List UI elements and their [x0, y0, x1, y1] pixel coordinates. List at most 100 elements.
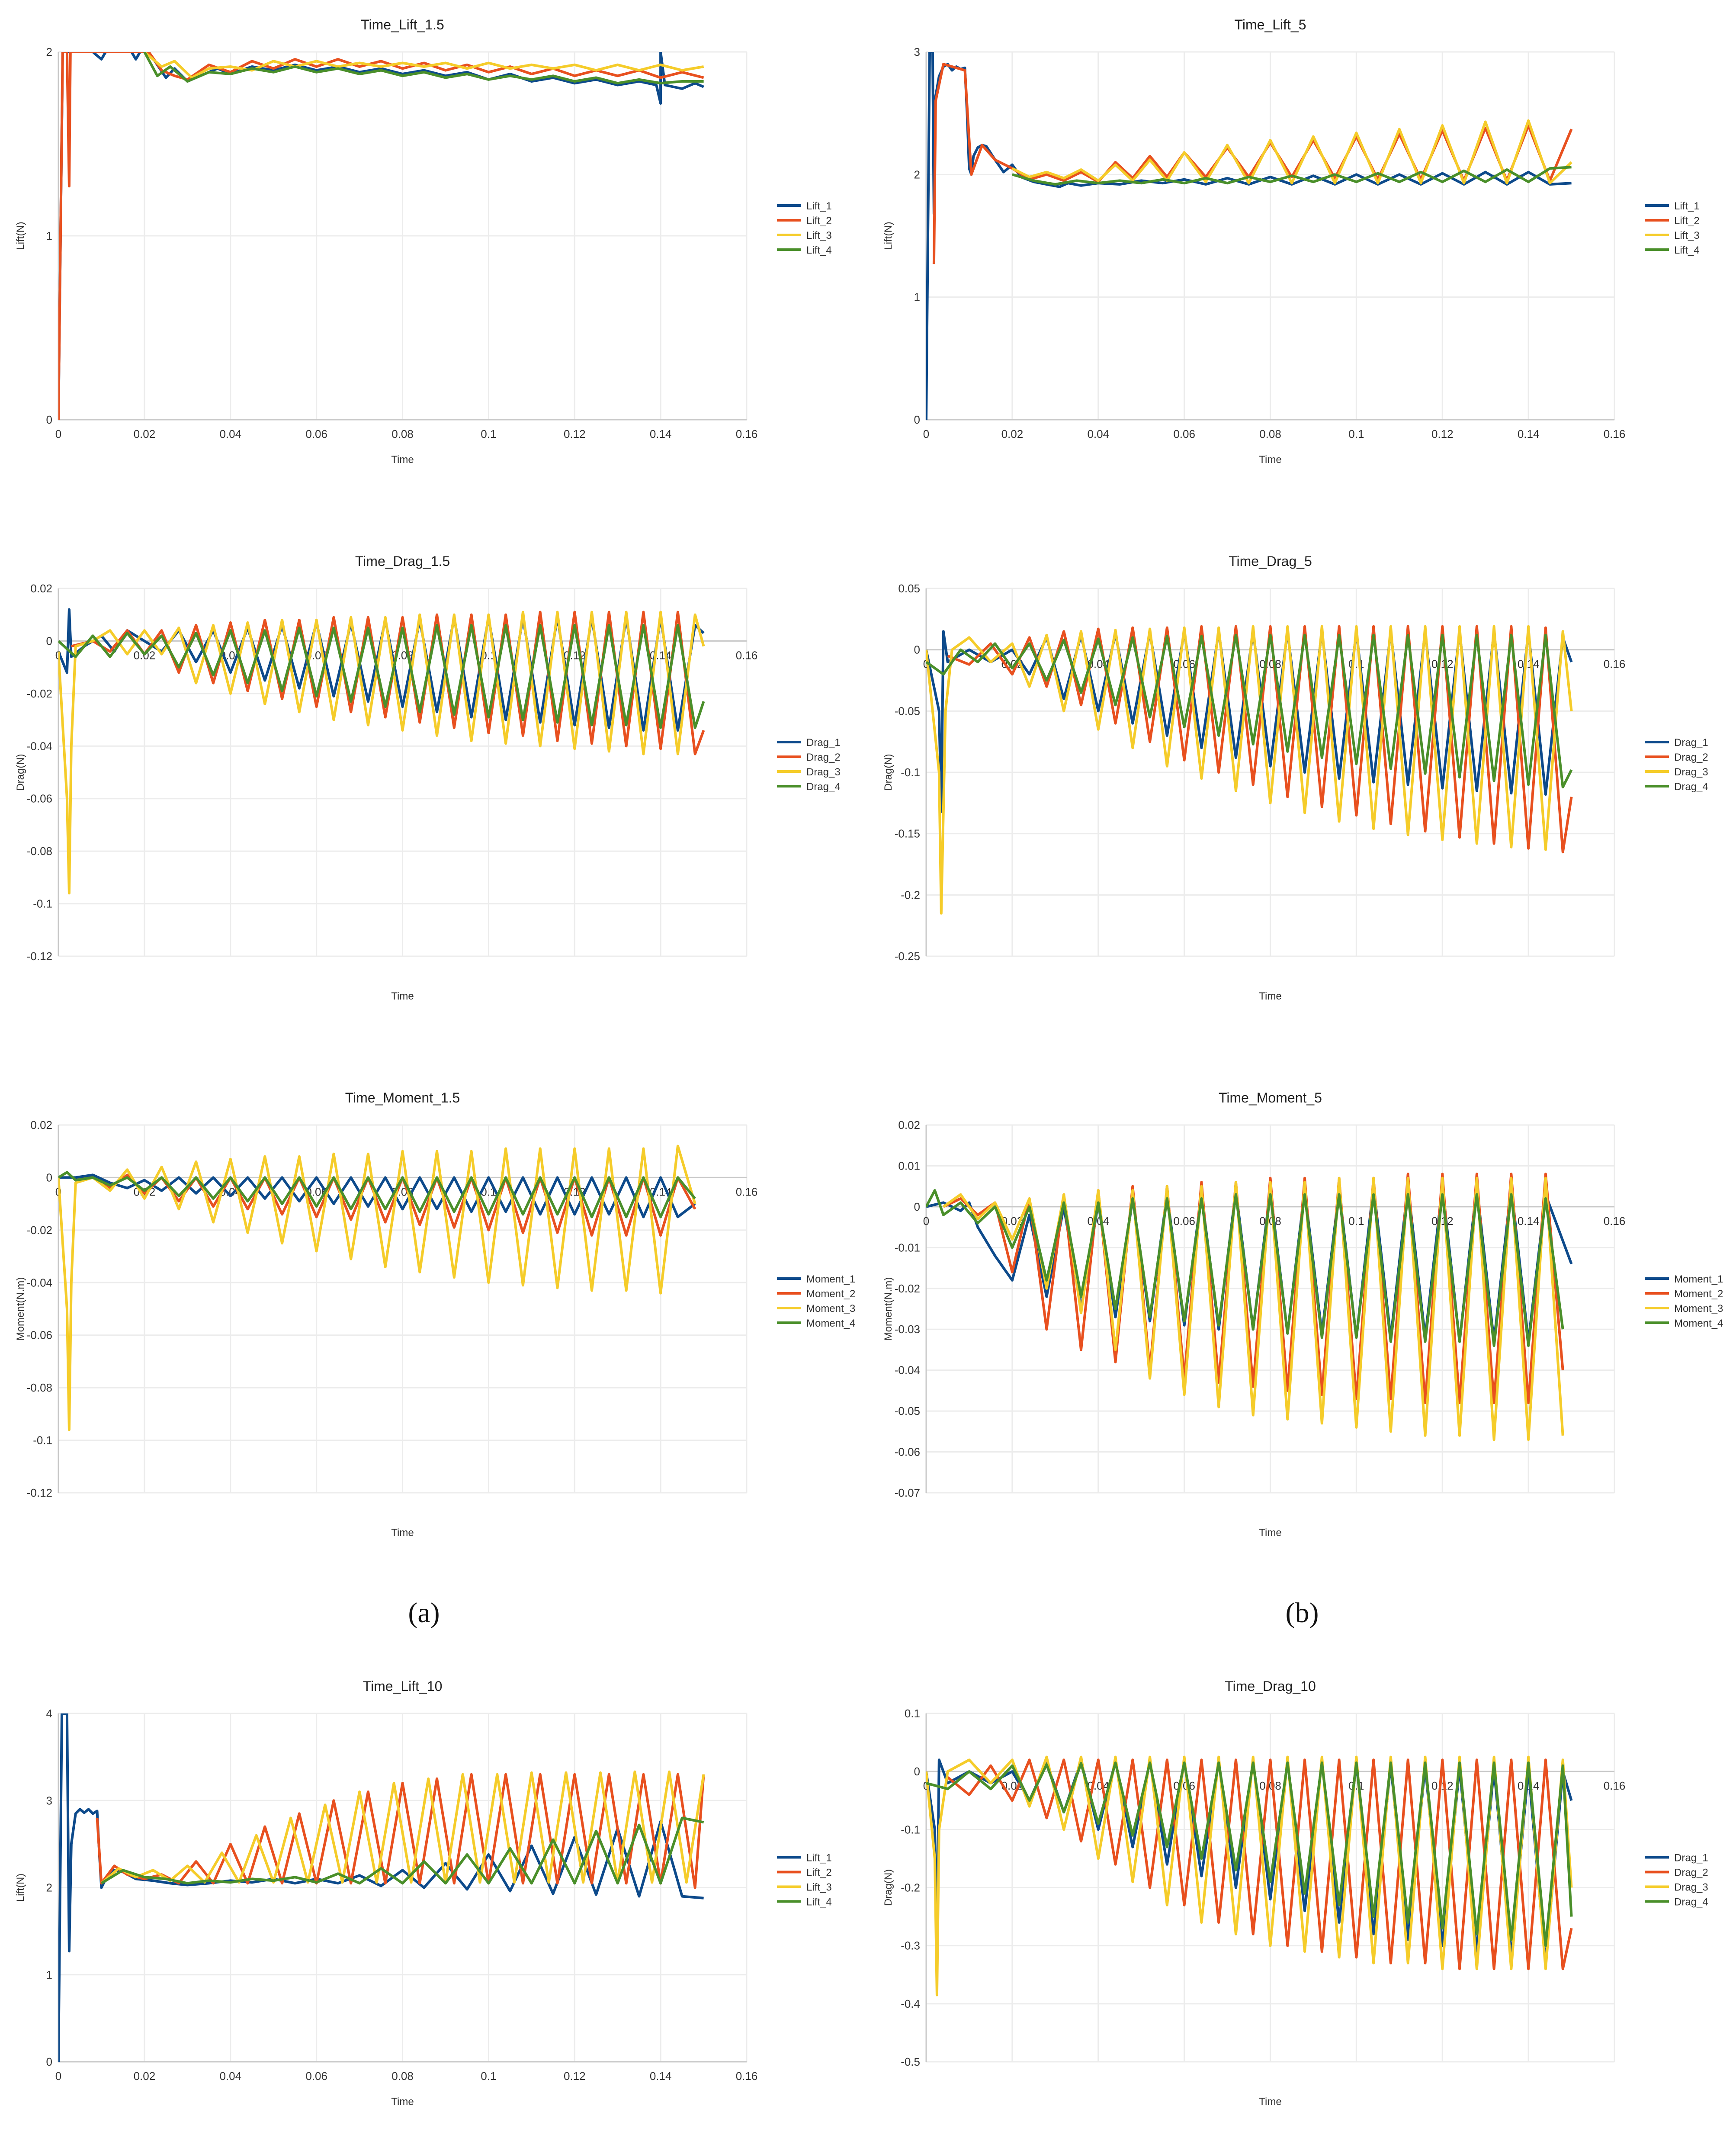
series-line-lift-3: [143, 52, 704, 79]
y-tick-label: -0.02: [27, 687, 52, 700]
chart-title: Time_Drag_10: [1225, 1678, 1316, 1694]
x-tick-label: 0.06: [1173, 658, 1195, 671]
y-axis-title: Drag(N): [882, 754, 894, 791]
chart-title: Time_Drag_5: [1229, 553, 1312, 569]
x-tick-label: 0.16: [736, 1185, 758, 1198]
y-tick-label: -0.25: [895, 950, 920, 963]
x-tick-label: 0.08: [1259, 1779, 1281, 1792]
x-tick-label: 0.02: [134, 2070, 156, 2083]
legend-label: Moment_4: [1674, 1318, 1723, 1329]
legend-label: Lift_2: [1674, 215, 1700, 227]
legend-label: Drag_2: [1674, 752, 1708, 763]
x-tick-label: 0.12: [564, 2070, 586, 2083]
y-tick-label: 0.02: [898, 1119, 920, 1131]
legend-label: Lift_4: [806, 1896, 832, 1908]
y-tick-label: -0.12: [27, 1486, 52, 1499]
x-axis-title: Time: [1259, 1527, 1281, 1539]
x-tick-label: 0.1: [481, 427, 496, 440]
x-tick-label: 0.04: [1087, 427, 1109, 440]
series-line-drag-2: [947, 625, 1573, 854]
y-tick-label: -0.2: [901, 888, 920, 901]
x-tick-label: 0.12: [1431, 1215, 1454, 1228]
x-tick-label: 0.02: [1001, 427, 1024, 440]
y-tick-label: 4: [46, 1707, 52, 1720]
y-tick-label: 1: [46, 1968, 52, 1981]
series-line-lift-4: [1012, 166, 1572, 186]
x-axis-title: Time: [391, 990, 414, 1002]
x-tick-label: 0.16: [736, 2070, 758, 2083]
x-tick-label: 0: [55, 2070, 61, 2083]
legend-label: Drag_3: [806, 766, 841, 778]
legend-label: Drag_4: [1674, 781, 1708, 793]
chart-time-lift-10: 0 1 2 3 4 0 0.02 0.04 0.06 0.08 0.1 0.12 0.14 0.16 Tim…: [15, 1678, 832, 2108]
chart-time-moment-5: -0.07-0.06-0.05-0.04-0.03-0.02-0.0100.01…: [882, 1090, 1723, 1539]
x-tick-label: 0.14: [650, 2070, 672, 2083]
y-axis-title: Lift(N): [882, 222, 894, 250]
y-tick-label: -0.02: [895, 1282, 920, 1295]
legend-label: Moment_3: [1674, 1303, 1723, 1315]
series-line-lift-3: [100, 1770, 705, 1884]
y-tick-label: -0.12: [27, 950, 52, 963]
x-tick-label: 0.08: [1259, 1215, 1281, 1228]
y-tick-label: 0.02: [30, 582, 52, 595]
x-tick-label: 0.06: [305, 427, 327, 440]
chart-title: Time_Moment_1.5: [345, 1090, 460, 1106]
series-line-drag-2: [947, 1758, 1573, 1970]
y-tick-label: -0.06: [895, 1446, 920, 1459]
x-tick-label: 0.12: [1431, 1779, 1454, 1792]
x-tick-label: 0.16: [736, 427, 758, 440]
series-line-drag-4: [58, 624, 705, 729]
y-tick-label: -0.04: [895, 1364, 920, 1377]
y-tick-label: 0: [46, 413, 52, 426]
legend-label: Lift_3: [1674, 230, 1700, 241]
x-tick-label: 0.06: [1173, 1215, 1195, 1228]
x-tick-label: 0.14: [650, 427, 672, 440]
y-tick-label: -0.04: [27, 1276, 52, 1289]
series-line-moment-4: [926, 1189, 1564, 1347]
caption-a: (a): [408, 1597, 440, 1629]
y-tick-label: -0.06: [27, 1329, 52, 1342]
series-line-lift-1: [58, 52, 704, 420]
chart-title: Time_Lift_10: [363, 1678, 443, 1694]
series-line-lift-2: [932, 63, 1573, 264]
y-axis-title: Drag(N): [882, 1869, 894, 1906]
y-tick-label: 0: [46, 2055, 52, 2068]
y-tick-label: -0.03: [895, 1323, 920, 1336]
x-tick-label: 0.16: [1604, 1779, 1626, 1792]
legend-label: Lift_4: [1674, 244, 1700, 256]
x-tick-label: 0: [923, 427, 929, 440]
series-line-moment-4: [58, 1171, 696, 1218]
x-tick-label: 0.12: [564, 427, 586, 440]
x-tick-label: 0.14: [1518, 427, 1540, 440]
chart-time-lift-1-5: 0 1 2 0 0.02 0.04 0.06 0.08 0.1 0.12 0.14 0.16 Time_…: [15, 17, 832, 466]
legend-label: Lift_3: [806, 1882, 832, 1893]
y-tick-label: -0.07: [895, 1486, 920, 1499]
x-tick-label: 0.08: [391, 427, 414, 440]
legend-label: Drag_4: [1674, 1896, 1708, 1908]
legend-label: Lift_1: [806, 1852, 832, 1864]
chart-title: Time_Lift_5: [1235, 17, 1306, 32]
series-line-drag-3: [58, 611, 705, 895]
chart-title: Time_Moment_5: [1219, 1090, 1322, 1106]
x-tick-label: 0.16: [1604, 1215, 1626, 1228]
y-axis-title: Drag(N): [15, 754, 26, 791]
y-tick-label: 0.1: [905, 1707, 920, 1720]
x-tick-label: 0.16: [1604, 427, 1626, 440]
y-axis-title: Lift(N): [15, 222, 26, 250]
x-tick-label: 0.1: [481, 2070, 496, 2083]
legend-label: Lift_3: [806, 230, 832, 241]
x-tick-label: 0.08: [1259, 658, 1281, 671]
legend-label: Lift_2: [806, 215, 832, 227]
y-tick-label: 1: [914, 291, 920, 304]
legend-label: Moment_3: [806, 1303, 855, 1315]
y-tick-label: -0.1: [901, 766, 920, 779]
y-tick-label: 0.01: [898, 1159, 920, 1172]
y-tick-label: 3: [914, 45, 920, 58]
y-tick-label: -0.3: [901, 1939, 920, 1952]
series-line-moment-2: [75, 1173, 696, 1237]
y-tick-label: -0.1: [33, 897, 52, 910]
chart-title: Time_Lift_1.5: [361, 17, 444, 32]
